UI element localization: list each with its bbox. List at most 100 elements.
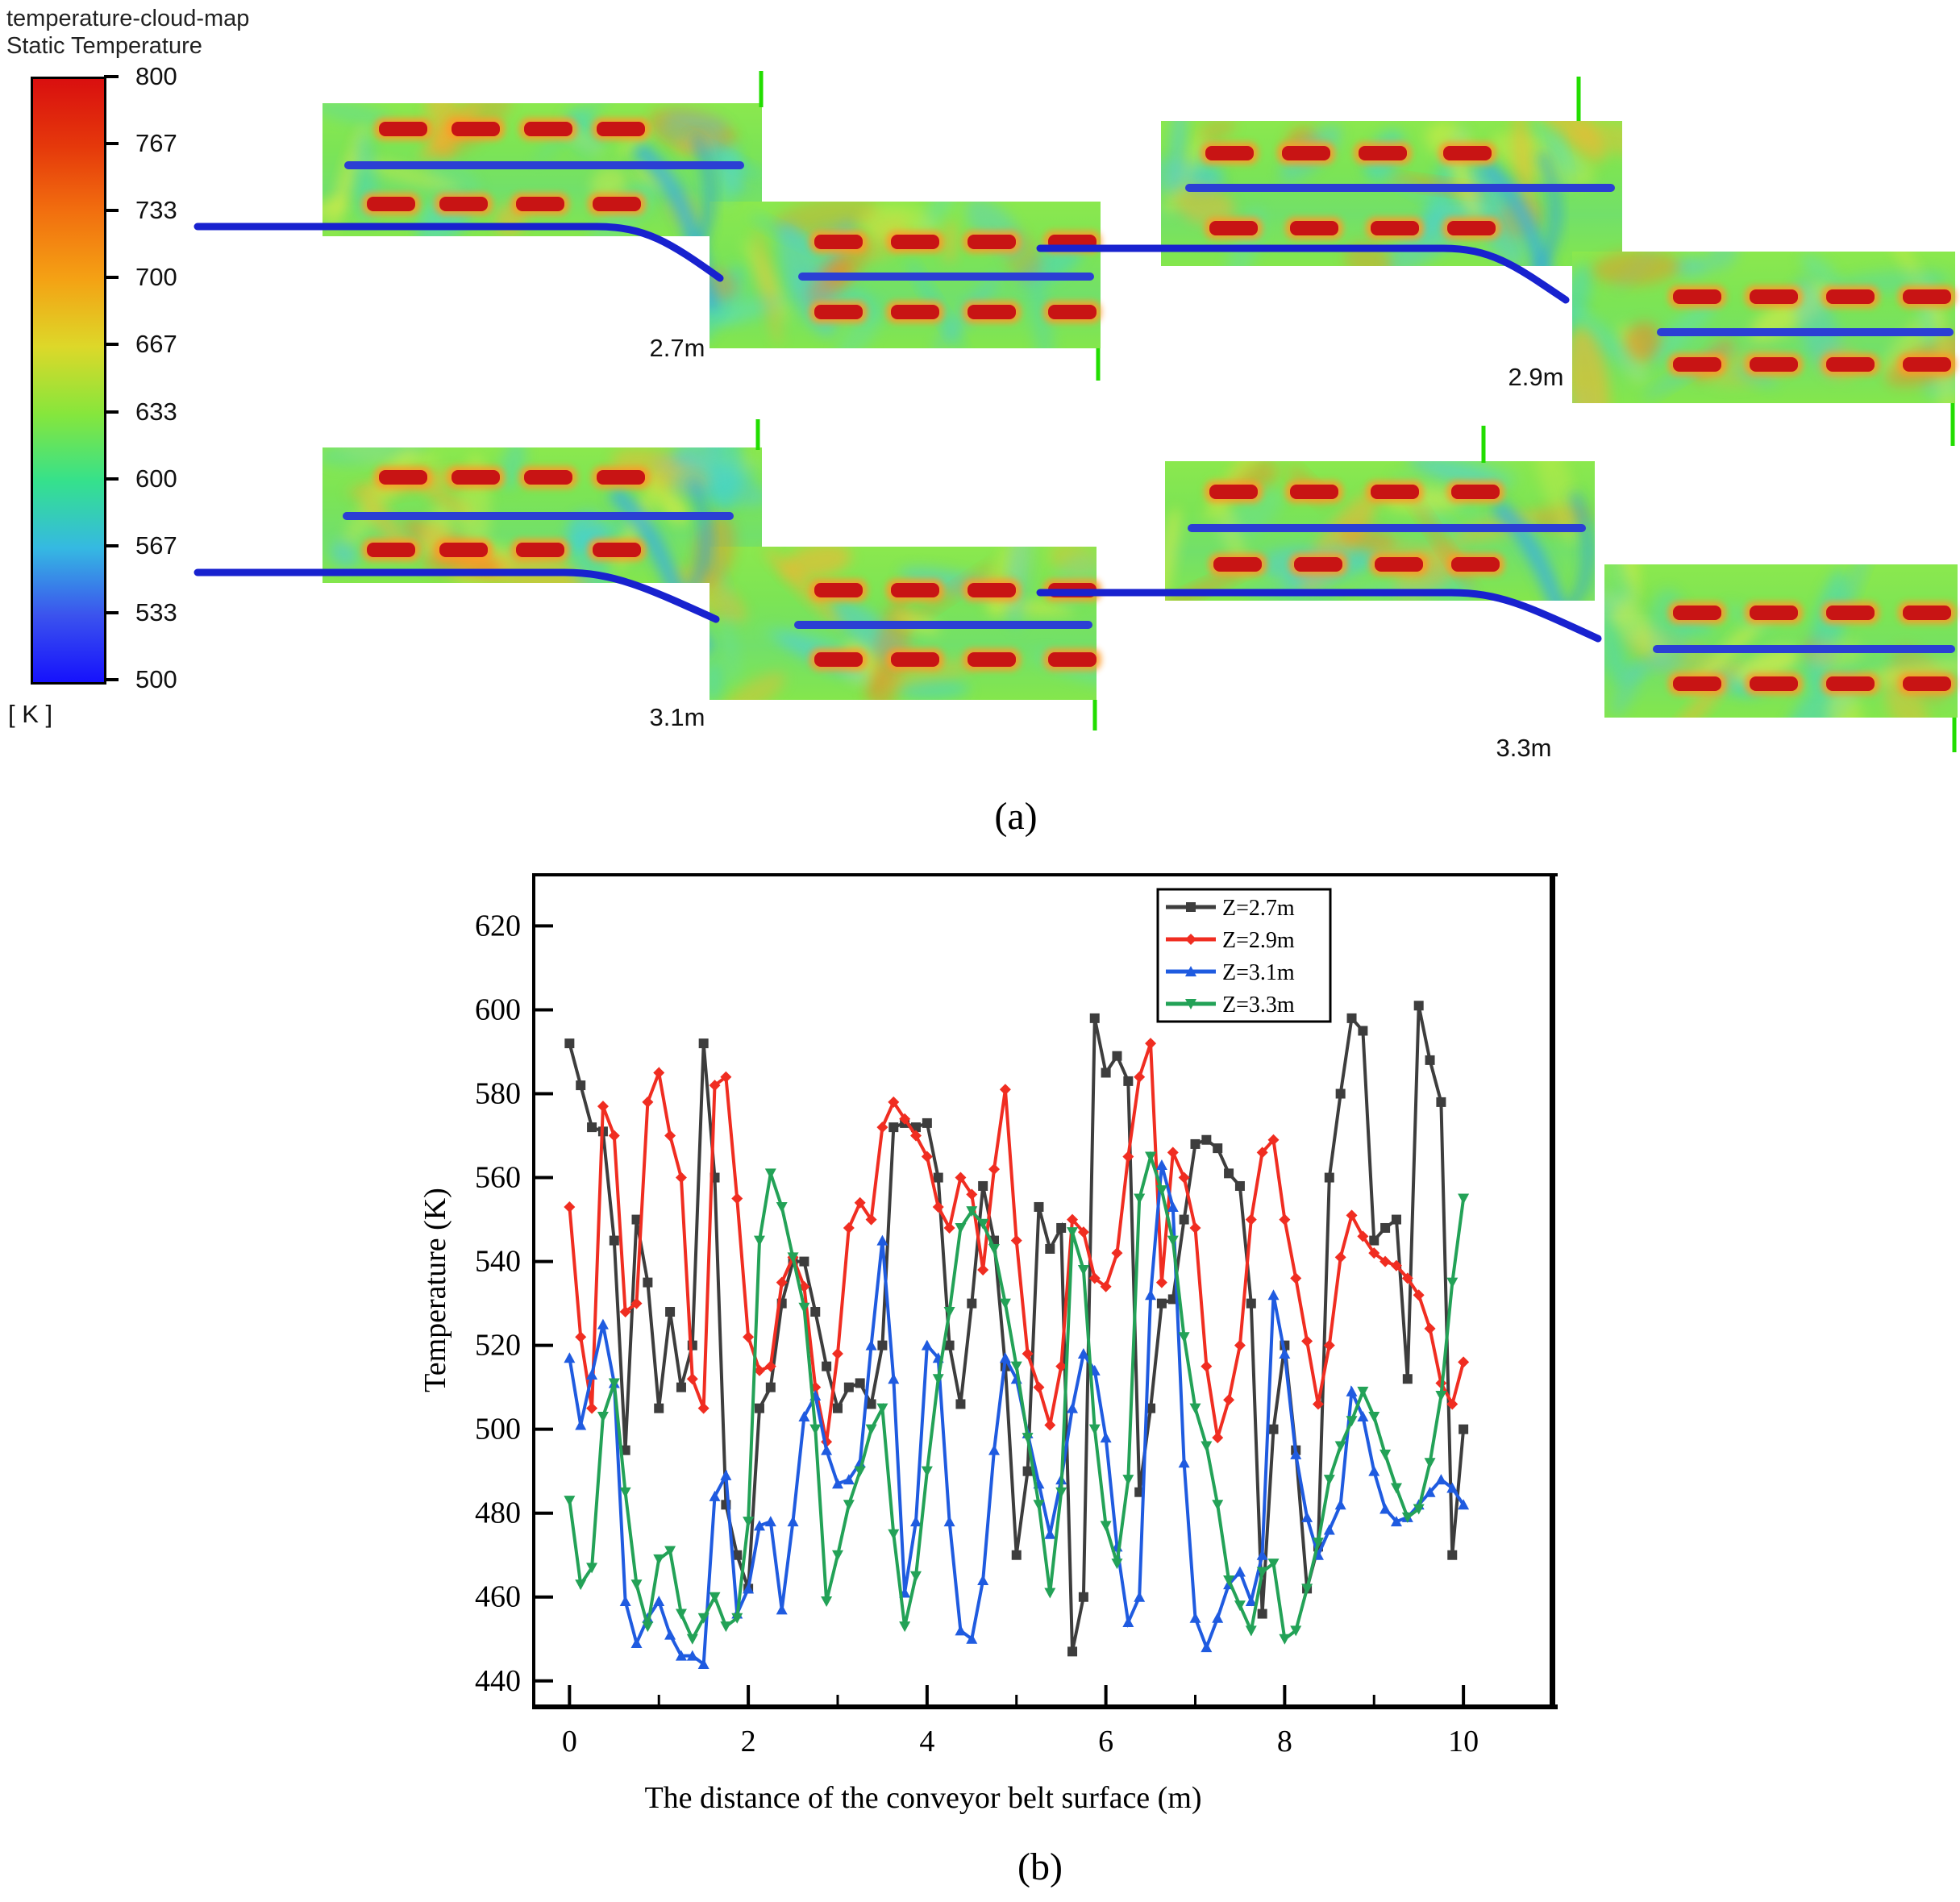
x-tick-label: 6 bbox=[1098, 1725, 1113, 1758]
x-tick-label: 0 bbox=[562, 1725, 577, 1758]
burner-dash bbox=[891, 583, 939, 597]
colorbar-tick-mark bbox=[104, 142, 119, 146]
burner-dash bbox=[891, 652, 939, 667]
burner-dash bbox=[367, 543, 415, 557]
y-tick-label: 500 bbox=[475, 1413, 521, 1446]
burner-dash bbox=[1826, 606, 1875, 620]
burner-dash bbox=[516, 197, 564, 211]
colorbar-tick-mark bbox=[104, 543, 119, 547]
burner-dash bbox=[1673, 606, 1721, 620]
burner-dash bbox=[1826, 676, 1875, 691]
y-tick-label: 580 bbox=[475, 1077, 521, 1111]
x-tick-label: 10 bbox=[1448, 1725, 1479, 1758]
y-tick-label: 560 bbox=[475, 1161, 521, 1195]
burner-dash bbox=[1451, 485, 1500, 499]
burner-dash bbox=[452, 470, 500, 485]
colorbar-tick-label: 667 bbox=[135, 330, 177, 359]
cloud-map-panel bbox=[1036, 77, 1956, 446]
burner-dash bbox=[452, 122, 500, 136]
colorbar-tick-label: 800 bbox=[135, 62, 177, 90]
burner-dash bbox=[1048, 305, 1097, 319]
colorbar-tick-mark bbox=[104, 410, 119, 414]
x-tick-label: 8 bbox=[1277, 1725, 1292, 1758]
burner-dash bbox=[516, 543, 564, 557]
burner-dash bbox=[1903, 606, 1951, 620]
burner-dash bbox=[1673, 289, 1721, 304]
burner-dash bbox=[1443, 146, 1492, 160]
burner-dash bbox=[968, 305, 1016, 319]
colorbar-tick-mark bbox=[104, 209, 119, 213]
burner-dash bbox=[1359, 146, 1407, 160]
burner-dash bbox=[891, 305, 939, 319]
burner-dash bbox=[1048, 652, 1097, 667]
cloud-map-label-3.1m: 3.1m bbox=[649, 703, 705, 731]
burner-dash bbox=[1826, 357, 1875, 372]
x-axis-label: The distance of the conveyor belt surfac… bbox=[644, 1781, 1202, 1815]
burner-dash bbox=[1209, 221, 1258, 235]
legend-label: Z=2.7m bbox=[1222, 896, 1295, 921]
colorbar-tick-label: 767 bbox=[135, 129, 177, 158]
y-axis-label: Temperature (K) bbox=[418, 1188, 452, 1392]
y-tick-label: 480 bbox=[475, 1496, 521, 1530]
y-axis-spine bbox=[532, 874, 535, 1708]
burner-dash bbox=[1750, 357, 1798, 372]
inlet-belt-line bbox=[1036, 589, 1602, 643]
right-spine bbox=[1550, 874, 1555, 1708]
burner-dash bbox=[597, 122, 645, 136]
colorbar-tick-label: 633 bbox=[135, 397, 177, 426]
colorbar-units: [ K ] bbox=[8, 700, 53, 728]
cloud-map-panel bbox=[194, 71, 1101, 381]
colorbar-tick-mark bbox=[104, 276, 119, 280]
burner-dash bbox=[1451, 557, 1500, 572]
colorbar-gradient bbox=[31, 77, 106, 685]
top-spine bbox=[532, 873, 1558, 876]
x-axis-spine bbox=[532, 1704, 1558, 1709]
burner-dash bbox=[593, 197, 641, 211]
burner-dash bbox=[1750, 606, 1798, 620]
burner-dash bbox=[1371, 485, 1419, 499]
burner-dash bbox=[524, 122, 572, 136]
colorbar-tick-label: 700 bbox=[135, 263, 177, 292]
x-tick-label: 2 bbox=[741, 1725, 756, 1758]
y-tick-label: 460 bbox=[475, 1580, 521, 1614]
burner-dash bbox=[1750, 289, 1798, 304]
burner-dash bbox=[1903, 676, 1951, 691]
panel-a-label: (a) bbox=[994, 795, 1038, 838]
burner-dash bbox=[814, 652, 863, 667]
colorbar-tick-label: 733 bbox=[135, 196, 177, 225]
burner-dash bbox=[1903, 357, 1951, 372]
cloud-map-panel bbox=[194, 419, 1101, 730]
burner-dash bbox=[1294, 557, 1342, 572]
burner-dash bbox=[439, 543, 488, 557]
burner-dash bbox=[1290, 221, 1338, 235]
cloud-map-panel bbox=[1036, 426, 1958, 752]
burner-dash bbox=[1290, 485, 1338, 499]
legend-label: Z=2.9m bbox=[1222, 928, 1295, 953]
burner-dash bbox=[814, 235, 863, 249]
burner-dash bbox=[1447, 221, 1496, 235]
y-tick-label: 520 bbox=[475, 1329, 521, 1363]
colorbar-tick-mark bbox=[104, 75, 119, 78]
cloud-map-label-2.9m: 2.9m bbox=[1508, 363, 1564, 391]
inlet-belt-line bbox=[1036, 244, 1570, 304]
burner-dash bbox=[968, 583, 1016, 597]
colorbar-tick-mark bbox=[104, 610, 119, 614]
burner-dash bbox=[1826, 289, 1875, 304]
temperature-line-chart: 440 460 480 500 520 540 560 580 600 620 0 2 4 6 8 10 Z=2… bbox=[475, 873, 1558, 1758]
y-tick-label: 620 bbox=[475, 909, 521, 943]
burner-dash bbox=[1673, 676, 1721, 691]
colorbar-tick-label: 533 bbox=[135, 597, 177, 626]
x-tick-label: 4 bbox=[919, 1725, 934, 1758]
y-tick-label: 600 bbox=[475, 993, 521, 1026]
burner-dash bbox=[1750, 676, 1798, 691]
burner-dash bbox=[524, 470, 572, 485]
colorbar-tick-mark bbox=[104, 477, 119, 481]
legend-label: Z=3.3m bbox=[1222, 993, 1295, 1018]
colorbar-tick-label: 567 bbox=[135, 531, 177, 560]
burner-dash bbox=[439, 197, 488, 211]
burner-dash bbox=[814, 305, 863, 319]
cloud-map-label-3.3m: 3.3m bbox=[1496, 734, 1552, 762]
cloud-map-label-2.7m: 2.7m bbox=[649, 334, 705, 362]
